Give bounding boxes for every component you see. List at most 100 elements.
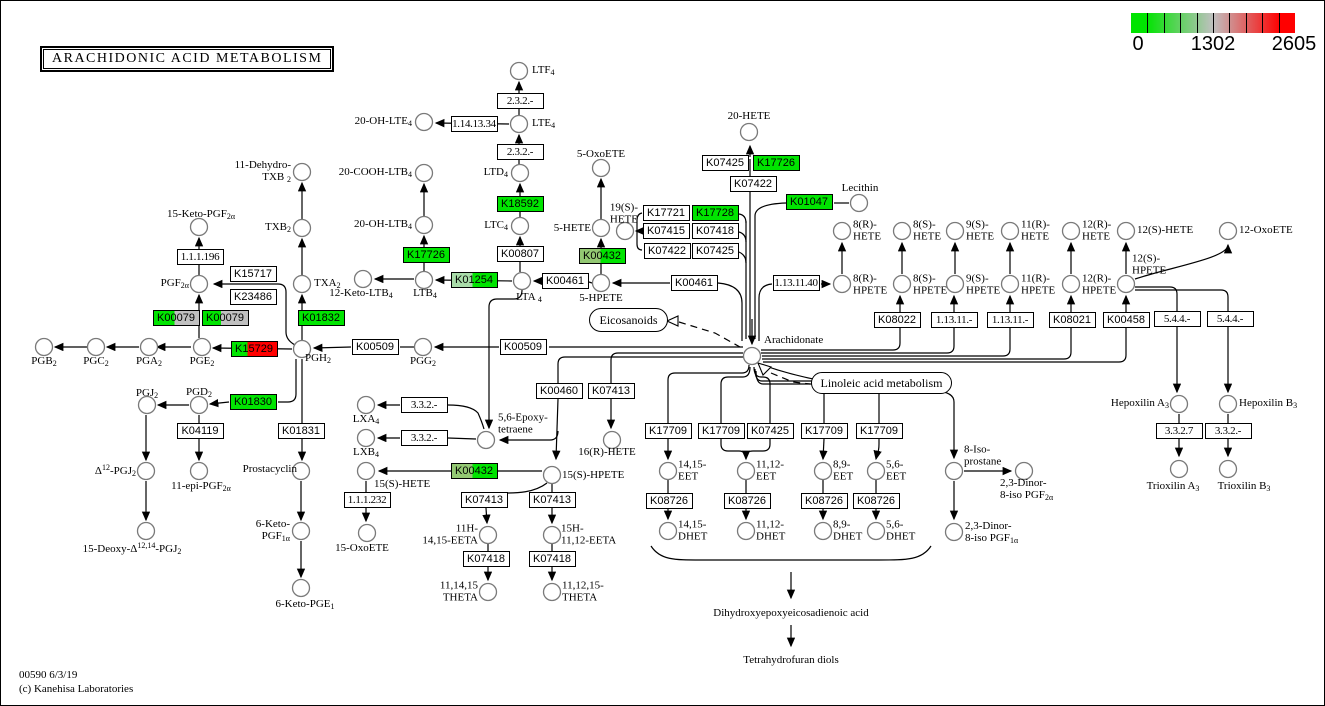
- metabolite-node[interactable]: [291, 578, 311, 598]
- metabolite-node[interactable]: [892, 274, 912, 294]
- metabolite-node[interactable]: [1169, 394, 1189, 414]
- metabolite-node[interactable]: [832, 274, 852, 294]
- enzyme-box-k00461[interactable]: K00461: [670, 275, 718, 291]
- enzyme-box-k00432[interactable]: K00432: [450, 463, 498, 479]
- enzyme-box-k01830[interactable]: K01830: [229, 394, 277, 410]
- metabolite-node[interactable]: [866, 521, 886, 541]
- enzyme-box-k04119[interactable]: K04119: [176, 423, 224, 439]
- metabolite-node[interactable]: [478, 582, 498, 602]
- metabolite-node[interactable]: [1218, 221, 1238, 241]
- enzyme-box-k07422[interactable]: K07422: [729, 176, 777, 192]
- metabolite-node[interactable]: [736, 461, 756, 481]
- metabolite-node[interactable]: [1000, 274, 1020, 294]
- pathway-link-eicosanoids[interactable]: Eicosanoids: [589, 308, 668, 332]
- ec-box-3-3-2[interactable]: 3.3.2.-: [400, 430, 448, 446]
- metabolite-node[interactable]: [34, 337, 54, 357]
- metabolite-node[interactable]: [510, 216, 530, 236]
- metabolite-node[interactable]: [189, 395, 209, 415]
- metabolite-node[interactable]: [944, 522, 964, 542]
- metabolite-node[interactable]: [478, 525, 498, 545]
- metabolite-node[interactable]: [591, 158, 611, 178]
- metabolite-node[interactable]: [944, 461, 964, 481]
- metabolite-node[interactable]: [892, 221, 912, 241]
- ec-box-2-3-2[interactable]: 2.3.2.-: [496, 144, 544, 160]
- metabolite-node[interactable]: [86, 337, 106, 357]
- metabolite-node[interactable]: [542, 582, 562, 602]
- enzyme-box-k08726[interactable]: K08726: [645, 493, 693, 509]
- metabolite-node[interactable]: [542, 465, 562, 485]
- enzyme-box-k08726[interactable]: K08726: [852, 493, 900, 509]
- metabolite-node[interactable]: [353, 269, 373, 289]
- metabolite-node[interactable]: [512, 271, 532, 291]
- enzyme-box-k07415[interactable]: K07415: [642, 223, 690, 239]
- enzyme-box-k08021[interactable]: K08021: [1048, 312, 1096, 328]
- ec-box-3-3-2[interactable]: 3.3.2.-: [1204, 423, 1252, 439]
- metabolite-node[interactable]: [542, 525, 562, 545]
- enzyme-box-k01254[interactable]: K01254: [450, 272, 498, 288]
- ec-box-1-13-11-40[interactable]: 1.13.11.40: [772, 275, 820, 291]
- metabolite-node[interactable]: [510, 163, 530, 183]
- metabolite-node[interactable]: [945, 274, 965, 294]
- enzyme-box-k08726[interactable]: K08726: [800, 493, 848, 509]
- enzyme-box-k00460[interactable]: K00460: [535, 383, 583, 399]
- metabolite-node[interactable]: [414, 215, 434, 235]
- enzyme-box-k17726[interactable]: K17726: [752, 155, 800, 171]
- metabolite-node[interactable]: [832, 221, 852, 241]
- metabolite-node[interactable]: [356, 461, 376, 481]
- metabolite-node[interactable]: [414, 163, 434, 183]
- enzyme-box-k07413[interactable]: K07413: [460, 492, 508, 508]
- enzyme-box-k08726[interactable]: K08726: [723, 493, 771, 509]
- enzyme-box-k17709[interactable]: K17709: [644, 423, 692, 439]
- enzyme-box-k17728[interactable]: K17728: [691, 205, 739, 221]
- enzyme-box-k17709[interactable]: K17709: [800, 423, 848, 439]
- enzyme-box-k00509[interactable]: K00509: [351, 339, 399, 355]
- enzyme-box-k07422[interactable]: K07422: [643, 243, 691, 259]
- metabolite-node[interactable]: [602, 430, 622, 450]
- metabolite-node[interactable]: [292, 274, 312, 294]
- metabolite-node[interactable]: [658, 461, 678, 481]
- metabolite-node[interactable]: [813, 521, 833, 541]
- metabolite-node[interactable]: [357, 523, 377, 543]
- enzyme-box-k18592[interactable]: K18592: [496, 196, 544, 212]
- ec-box-3-3-2[interactable]: 3.3.2.-: [400, 397, 448, 413]
- enzyme-box-k01832[interactable]: K01832: [297, 310, 345, 326]
- metabolite-node[interactable]: [414, 270, 434, 290]
- metabolite-node[interactable]: [136, 521, 156, 541]
- metabolite-node[interactable]: [139, 337, 159, 357]
- metabolite-node[interactable]: [292, 339, 312, 359]
- metabolite-node[interactable]: [476, 430, 496, 450]
- enzyme-box-k07418[interactable]: K07418: [691, 223, 739, 239]
- metabolite-node[interactable]: [356, 395, 376, 415]
- metabolite-node[interactable]: [1218, 459, 1238, 479]
- ec-box-1-13-11[interactable]: 1.13.11.-: [986, 312, 1034, 328]
- metabolite-node[interactable]: [658, 521, 678, 541]
- metabolite-node[interactable]: [615, 221, 635, 241]
- metabolite-node[interactable]: [189, 217, 209, 237]
- metabolite-node[interactable]: [291, 521, 311, 541]
- enzyme-box-k00079[interactable]: K00079: [201, 310, 249, 326]
- enzyme-box-k00458[interactable]: K00458: [1102, 312, 1150, 328]
- enzyme-box-k07425[interactable]: K07425: [746, 423, 794, 439]
- metabolite-node[interactable]: [866, 461, 886, 481]
- enzyme-box-k07413[interactable]: K07413: [587, 383, 635, 399]
- metabolite-node[interactable]: [813, 461, 833, 481]
- metabolite-node[interactable]: [1116, 274, 1136, 294]
- enzyme-box-k07413[interactable]: K07413: [528, 492, 576, 508]
- metabolite-node[interactable]: [413, 337, 433, 357]
- ec-box-5-4-4[interactable]: 5.4.4.-: [1153, 311, 1201, 327]
- metabolite-node[interactable]: [849, 193, 869, 213]
- metabolite-node[interactable]: [189, 461, 209, 481]
- ec-box-5-4-4[interactable]: 5.4.4.-: [1206, 311, 1254, 327]
- ec-box-3-3-2-7[interactable]: 3.3.2.7: [1155, 423, 1203, 439]
- metabolite-node[interactable]: [189, 274, 209, 294]
- ec-box-1-13-11[interactable]: 1.13.11.-: [930, 312, 978, 328]
- metabolite-node[interactable]: [292, 218, 312, 238]
- metabolite-node[interactable]: [291, 461, 311, 481]
- ec-box-1-1-1-232[interactable]: 1.1.1.232: [343, 492, 391, 508]
- enzyme-box-k07425[interactable]: K07425: [691, 243, 739, 259]
- metabolite-node[interactable]: [736, 521, 756, 541]
- enzyme-box-k15729[interactable]: K15729: [230, 341, 278, 357]
- metabolite-node[interactable]: [136, 461, 156, 481]
- enzyme-box-k23486[interactable]: K23486: [229, 289, 277, 305]
- enzyme-box-k17709[interactable]: K17709: [855, 423, 903, 439]
